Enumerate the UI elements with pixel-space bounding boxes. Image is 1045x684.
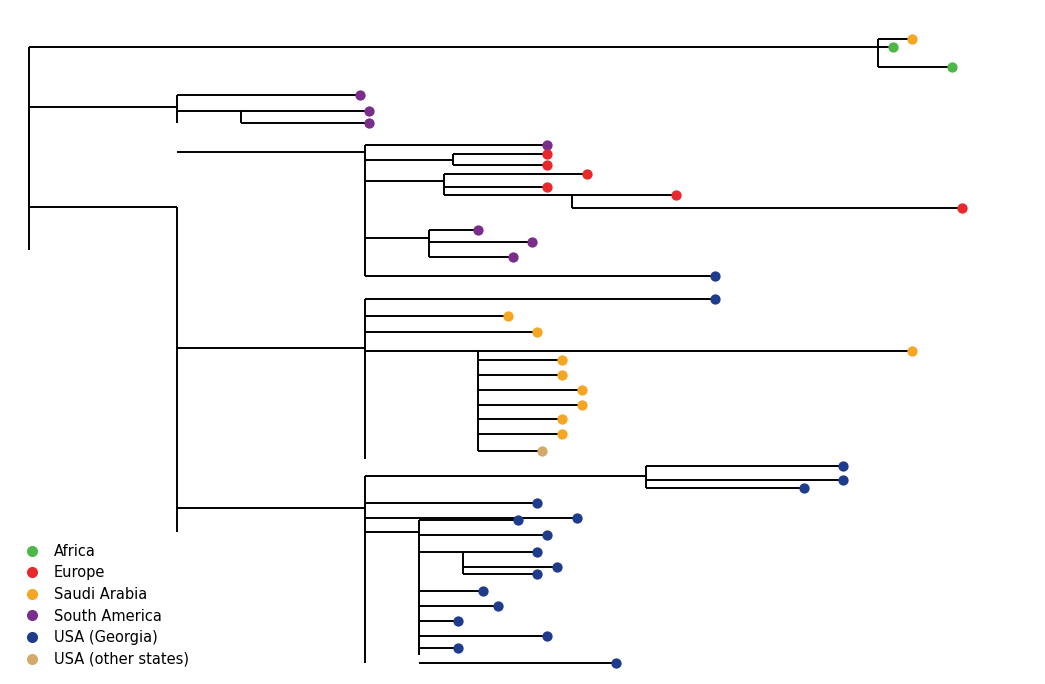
Point	[450, 642, 467, 653]
Point	[706, 270, 723, 281]
Point	[489, 601, 506, 611]
Point	[539, 140, 556, 151]
Point	[554, 369, 571, 380]
Point	[362, 118, 378, 129]
Point	[944, 62, 960, 73]
Point	[529, 327, 545, 338]
Point	[554, 355, 571, 366]
Point	[529, 497, 545, 508]
Point	[904, 33, 921, 44]
Point	[795, 483, 812, 494]
Point	[362, 105, 378, 116]
Point	[904, 345, 921, 356]
Point	[549, 562, 565, 573]
Legend: Africa, Europe, Saudi Arabia, South America, USA (Georgia), USA (other states): Africa, Europe, Saudi Arabia, South Amer…	[11, 538, 194, 672]
Point	[574, 384, 590, 395]
Point	[835, 474, 852, 485]
Point	[529, 568, 545, 579]
Point	[469, 225, 486, 236]
Point	[524, 237, 540, 248]
Point	[351, 90, 368, 101]
Point	[953, 202, 970, 213]
Point	[474, 586, 491, 597]
Point	[539, 630, 556, 641]
Point	[706, 293, 723, 304]
Point	[529, 547, 545, 557]
Point	[608, 657, 625, 668]
Point	[500, 311, 516, 321]
Point	[578, 168, 595, 179]
Point	[667, 189, 683, 200]
Point	[450, 616, 467, 627]
Point	[509, 514, 526, 525]
Point	[505, 252, 521, 263]
Point	[534, 446, 551, 457]
Point	[574, 399, 590, 410]
Point	[884, 42, 901, 53]
Point	[539, 529, 556, 540]
Point	[835, 460, 852, 471]
Point	[539, 182, 556, 193]
Point	[539, 159, 556, 170]
Point	[554, 429, 571, 440]
Point	[554, 414, 571, 425]
Point	[568, 512, 585, 523]
Point	[539, 148, 556, 159]
